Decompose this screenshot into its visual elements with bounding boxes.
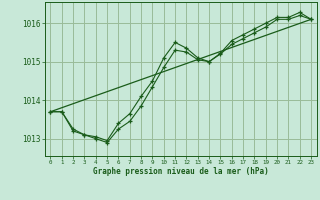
X-axis label: Graphe pression niveau de la mer (hPa): Graphe pression niveau de la mer (hPa)	[93, 167, 269, 176]
